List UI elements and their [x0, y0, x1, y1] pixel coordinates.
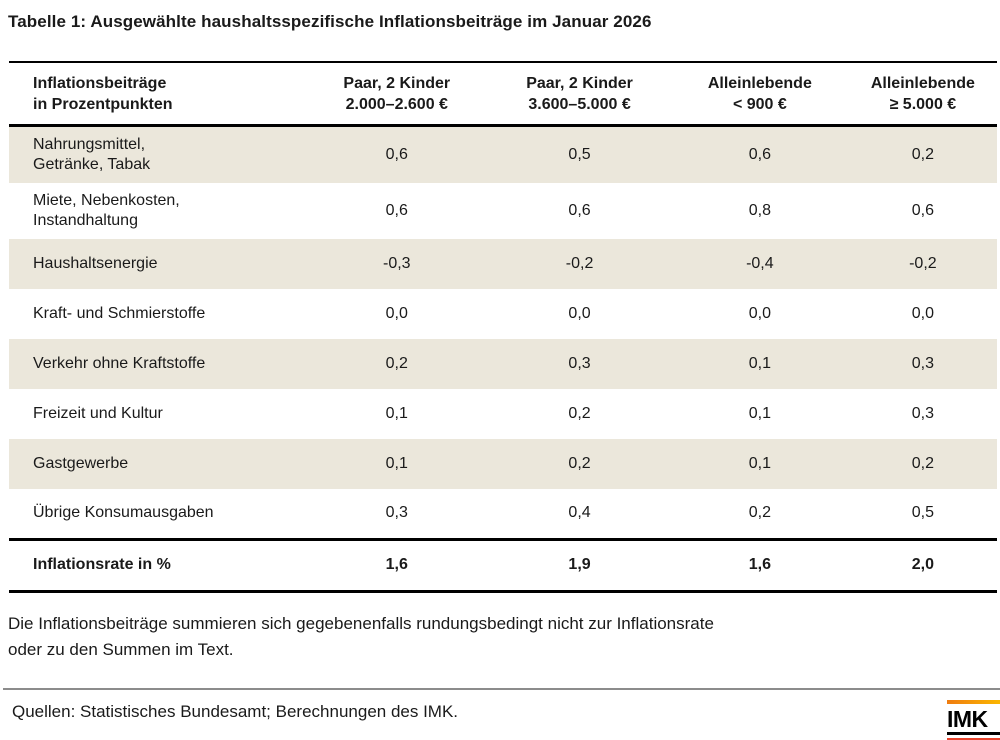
imk-logo-orange-bar [947, 700, 1000, 704]
inflation-table: Inflationsbeiträge in Prozentpunkten Paa… [9, 61, 997, 593]
table-row-gastgewerbe: Gastgewerbe 0,1 0,2 0,1 0,2 [9, 439, 997, 489]
sources-text: Quellen: Statistisches Bundesamt; Berech… [12, 702, 459, 721]
cell-value: 0,2 [568, 455, 591, 472]
imk-logo-red-bar [947, 738, 1000, 740]
table-title: Tabelle 1: Ausgewählte haushaltsspezifis… [8, 12, 652, 31]
cell-value: -0,2 [909, 255, 937, 272]
row-label: Übrige Konsumausgaben [33, 504, 214, 522]
header-label: Inflationsbeiträge in Prozentpunkten [33, 75, 173, 113]
cell-value: 0,2 [568, 405, 591, 422]
cell-value: 0,3 [568, 355, 591, 372]
cell-value: 0,6 [748, 146, 771, 163]
total-value: 1,6 [748, 556, 771, 573]
row-label: Kraft- und Schmierstoffe [33, 305, 206, 322]
header-col-paar-2000-2600: Paar, 2 Kinder 2.000–2.600 € [343, 75, 451, 113]
table-row-nahrungsmittel: Nahrungsmittel, Getränke, Tabak 0,6 0,5 … [9, 125, 997, 183]
header-col-allein-ab-5000: Alleinlebende ≥ 5.000 € [870, 75, 975, 113]
total-label: Inflationsrate in % [33, 556, 171, 573]
table-row-haushaltsenergie: Haushaltsenergie -0,3 -0,2 -0,4 -0,2 [9, 239, 997, 289]
cell-value: 0,1 [385, 405, 408, 422]
row-label: Haushaltsenergie [33, 255, 158, 272]
cell-value: 0,6 [911, 202, 934, 219]
table-row-uebrige: Übrige Konsumausgaben 0,3 0,4 0,2 0,5 [9, 489, 997, 539]
table-row-verkehr: Verkehr ohne Kraftstoffe 0,2 0,3 0,1 0,3 [9, 339, 997, 389]
row-label: Miete, Nebenkosten, Instandhaltung [33, 192, 180, 229]
cell-value: 0,0 [385, 305, 408, 322]
header-row: Inflationsbeiträge in Prozentpunkten Paa… [9, 62, 997, 126]
cell-value: 0,1 [748, 455, 771, 472]
table-row-kraftstoffe: Kraft- und Schmierstoffe 0,0 0,0 0,0 0,0 [9, 289, 997, 339]
cell-value: 0,6 [385, 146, 408, 163]
table-row-miete: Miete, Nebenkosten, Instandhaltung 0,6 0… [9, 183, 997, 239]
row-label: Gastgewerbe [33, 455, 129, 472]
cell-value: -0,4 [746, 255, 774, 272]
cell-value: 0,2 [385, 355, 408, 372]
header-col-allein-unter-900: Alleinlebende < 900 € [707, 75, 812, 113]
cell-value: 0,5 [911, 504, 934, 522]
cell-value: 0,1 [385, 455, 408, 472]
cell-value: 0,4 [568, 504, 591, 522]
row-label: Verkehr ohne Kraftstoffe [33, 355, 206, 372]
cell-value: 0,1 [748, 355, 771, 372]
total-value: 1,9 [568, 556, 591, 573]
cell-value: 0,0 [748, 305, 771, 322]
rounding-footnote: Die Inflationsbeiträge summieren sich ge… [8, 613, 714, 659]
source-row: Quellen: Statistisches Bundesamt; Berech… [3, 688, 1000, 740]
cell-value: 0,3 [911, 405, 934, 422]
cell-value: 0,2 [748, 504, 771, 522]
cell-value: 0,3 [385, 504, 408, 522]
cell-value: 0,2 [911, 146, 934, 163]
total-value: 2,0 [911, 556, 934, 573]
table-row-total-inflationsrate: Inflationsrate in % 1,6 1,9 1,6 2,0 [9, 539, 997, 591]
imk-logo-text: IMK [947, 707, 1000, 735]
cell-value: 0,0 [568, 305, 591, 322]
cell-value: 0,1 [748, 405, 771, 422]
row-label: Nahrungsmittel, Getränke, Tabak [33, 136, 151, 173]
cell-value: -0,3 [383, 255, 411, 272]
cell-value: 0,2 [911, 455, 934, 472]
cell-value: 0,5 [568, 146, 591, 163]
cell-value: 0,6 [568, 202, 591, 219]
cell-value: 0,3 [911, 355, 934, 372]
cell-value: -0,2 [565, 255, 594, 272]
table-row-freizeit: Freizeit und Kultur 0,1 0,2 0,1 0,3 [9, 389, 997, 439]
cell-value: 0,0 [911, 305, 934, 322]
total-value: 1,6 [385, 556, 408, 573]
row-label: Freizeit und Kultur [33, 405, 163, 422]
cell-value: 0,6 [385, 202, 408, 219]
imk-logo: IMK [947, 700, 1000, 740]
header-col-paar-3600-5000: Paar, 2 Kinder 3.600–5.000 € [526, 75, 633, 113]
cell-value: 0,8 [748, 202, 771, 219]
